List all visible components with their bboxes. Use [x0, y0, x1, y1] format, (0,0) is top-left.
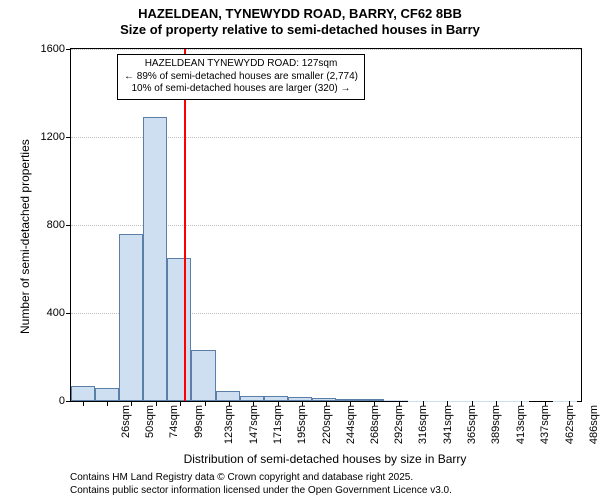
footer-line-2: Contains public sector information licen… — [70, 485, 452, 498]
x-tick-mark — [545, 401, 546, 406]
annotation-line-2: ← 89% of semi-detached houses are smalle… — [124, 71, 358, 84]
y-tick-label: 400 — [47, 307, 71, 319]
histogram-bar — [71, 386, 95, 401]
footer-note: Contains HM Land Registry data © Crown c… — [70, 472, 452, 497]
x-tick-label: 195sqm — [296, 405, 308, 444]
histogram-bar — [312, 398, 336, 401]
x-tick-mark — [399, 401, 400, 406]
x-tick-mark — [569, 401, 570, 406]
x-tick-label: 26sqm — [120, 405, 132, 438]
marker-line — [184, 49, 186, 401]
x-tick-mark — [278, 401, 279, 406]
title-line-2: Size of property relative to semi-detach… — [0, 22, 600, 38]
x-tick-label: 292sqm — [393, 405, 405, 444]
histogram-bar — [336, 399, 360, 401]
x-tick-label: 365sqm — [467, 405, 479, 444]
x-tick-label: 486sqm — [588, 405, 600, 444]
histogram-bar — [167, 258, 191, 401]
x-tick-label: 147sqm — [248, 405, 260, 444]
x-tick-label: 99sqm — [193, 405, 205, 438]
histogram-bar — [288, 397, 312, 401]
x-tick-mark — [423, 401, 424, 406]
histogram-bar — [119, 234, 143, 401]
x-tick-label: 341sqm — [442, 405, 454, 444]
histogram-bar — [360, 399, 384, 401]
histogram-bar — [191, 350, 215, 401]
x-tick-mark — [253, 401, 254, 406]
annotation-line-1: HAZELDEAN TYNEWYDD ROAD: 127sqm — [124, 58, 358, 71]
y-tick-label: 1200 — [41, 131, 71, 143]
x-tick-label: 50sqm — [144, 405, 156, 438]
annotation-box: HAZELDEAN TYNEWYDD ROAD: 127sqm ← 89% of… — [117, 54, 365, 100]
x-tick-mark — [350, 401, 351, 406]
x-tick-mark — [496, 401, 497, 406]
x-tick-mark — [374, 401, 375, 406]
gridline — [71, 49, 581, 50]
x-tick-label: 462sqm — [564, 405, 576, 444]
x-tick-mark — [107, 401, 108, 406]
x-tick-label: 437sqm — [539, 405, 551, 444]
x-axis-label: Distribution of semi-detached houses by … — [70, 452, 580, 466]
x-tick-label: 220sqm — [321, 405, 333, 444]
y-tick-label: 1600 — [41, 43, 71, 55]
histogram-bar — [143, 117, 167, 401]
x-tick-mark — [205, 401, 206, 406]
x-tick-label: 74sqm — [168, 405, 180, 438]
histogram-bar — [264, 396, 288, 401]
plot-area: 04008001200160026sqm50sqm74sqm99sqm123sq… — [70, 48, 582, 402]
x-tick-label: 244sqm — [345, 405, 357, 444]
x-tick-label: 413sqm — [515, 405, 527, 444]
histogram-bar — [95, 388, 119, 401]
annotation-line-3: 10% of semi-detached houses are larger (… — [124, 83, 358, 96]
x-tick-mark — [156, 401, 157, 406]
histogram-bar — [240, 396, 264, 402]
title-line-1: HAZELDEAN, TYNEWYDD ROAD, BARRY, CF62 8B… — [0, 6, 600, 22]
chart-title: HAZELDEAN, TYNEWYDD ROAD, BARRY, CF62 8B… — [0, 6, 600, 39]
x-tick-mark — [131, 401, 132, 406]
x-tick-mark — [180, 401, 181, 406]
chart-container: HAZELDEAN, TYNEWYDD ROAD, BARRY, CF62 8B… — [0, 0, 600, 500]
x-tick-mark — [302, 401, 303, 406]
x-tick-mark — [521, 401, 522, 406]
x-tick-mark — [229, 401, 230, 406]
x-tick-label: 389sqm — [491, 405, 503, 444]
x-tick-mark — [472, 401, 473, 406]
x-tick-label: 316sqm — [417, 405, 429, 444]
footer-line-1: Contains HM Land Registry data © Crown c… — [70, 472, 452, 485]
x-tick-label: 268sqm — [369, 405, 381, 444]
x-tick-mark — [326, 401, 327, 406]
y-tick-label: 0 — [59, 395, 71, 407]
y-tick-label: 800 — [47, 219, 71, 231]
histogram-bar — [216, 391, 240, 401]
x-tick-label: 123sqm — [224, 405, 236, 444]
x-tick-label: 171sqm — [272, 405, 284, 444]
histogram-bar — [384, 400, 408, 401]
y-axis-label: Number of semi-detached properties — [18, 139, 32, 334]
x-tick-mark — [447, 401, 448, 406]
x-tick-mark — [83, 401, 84, 406]
